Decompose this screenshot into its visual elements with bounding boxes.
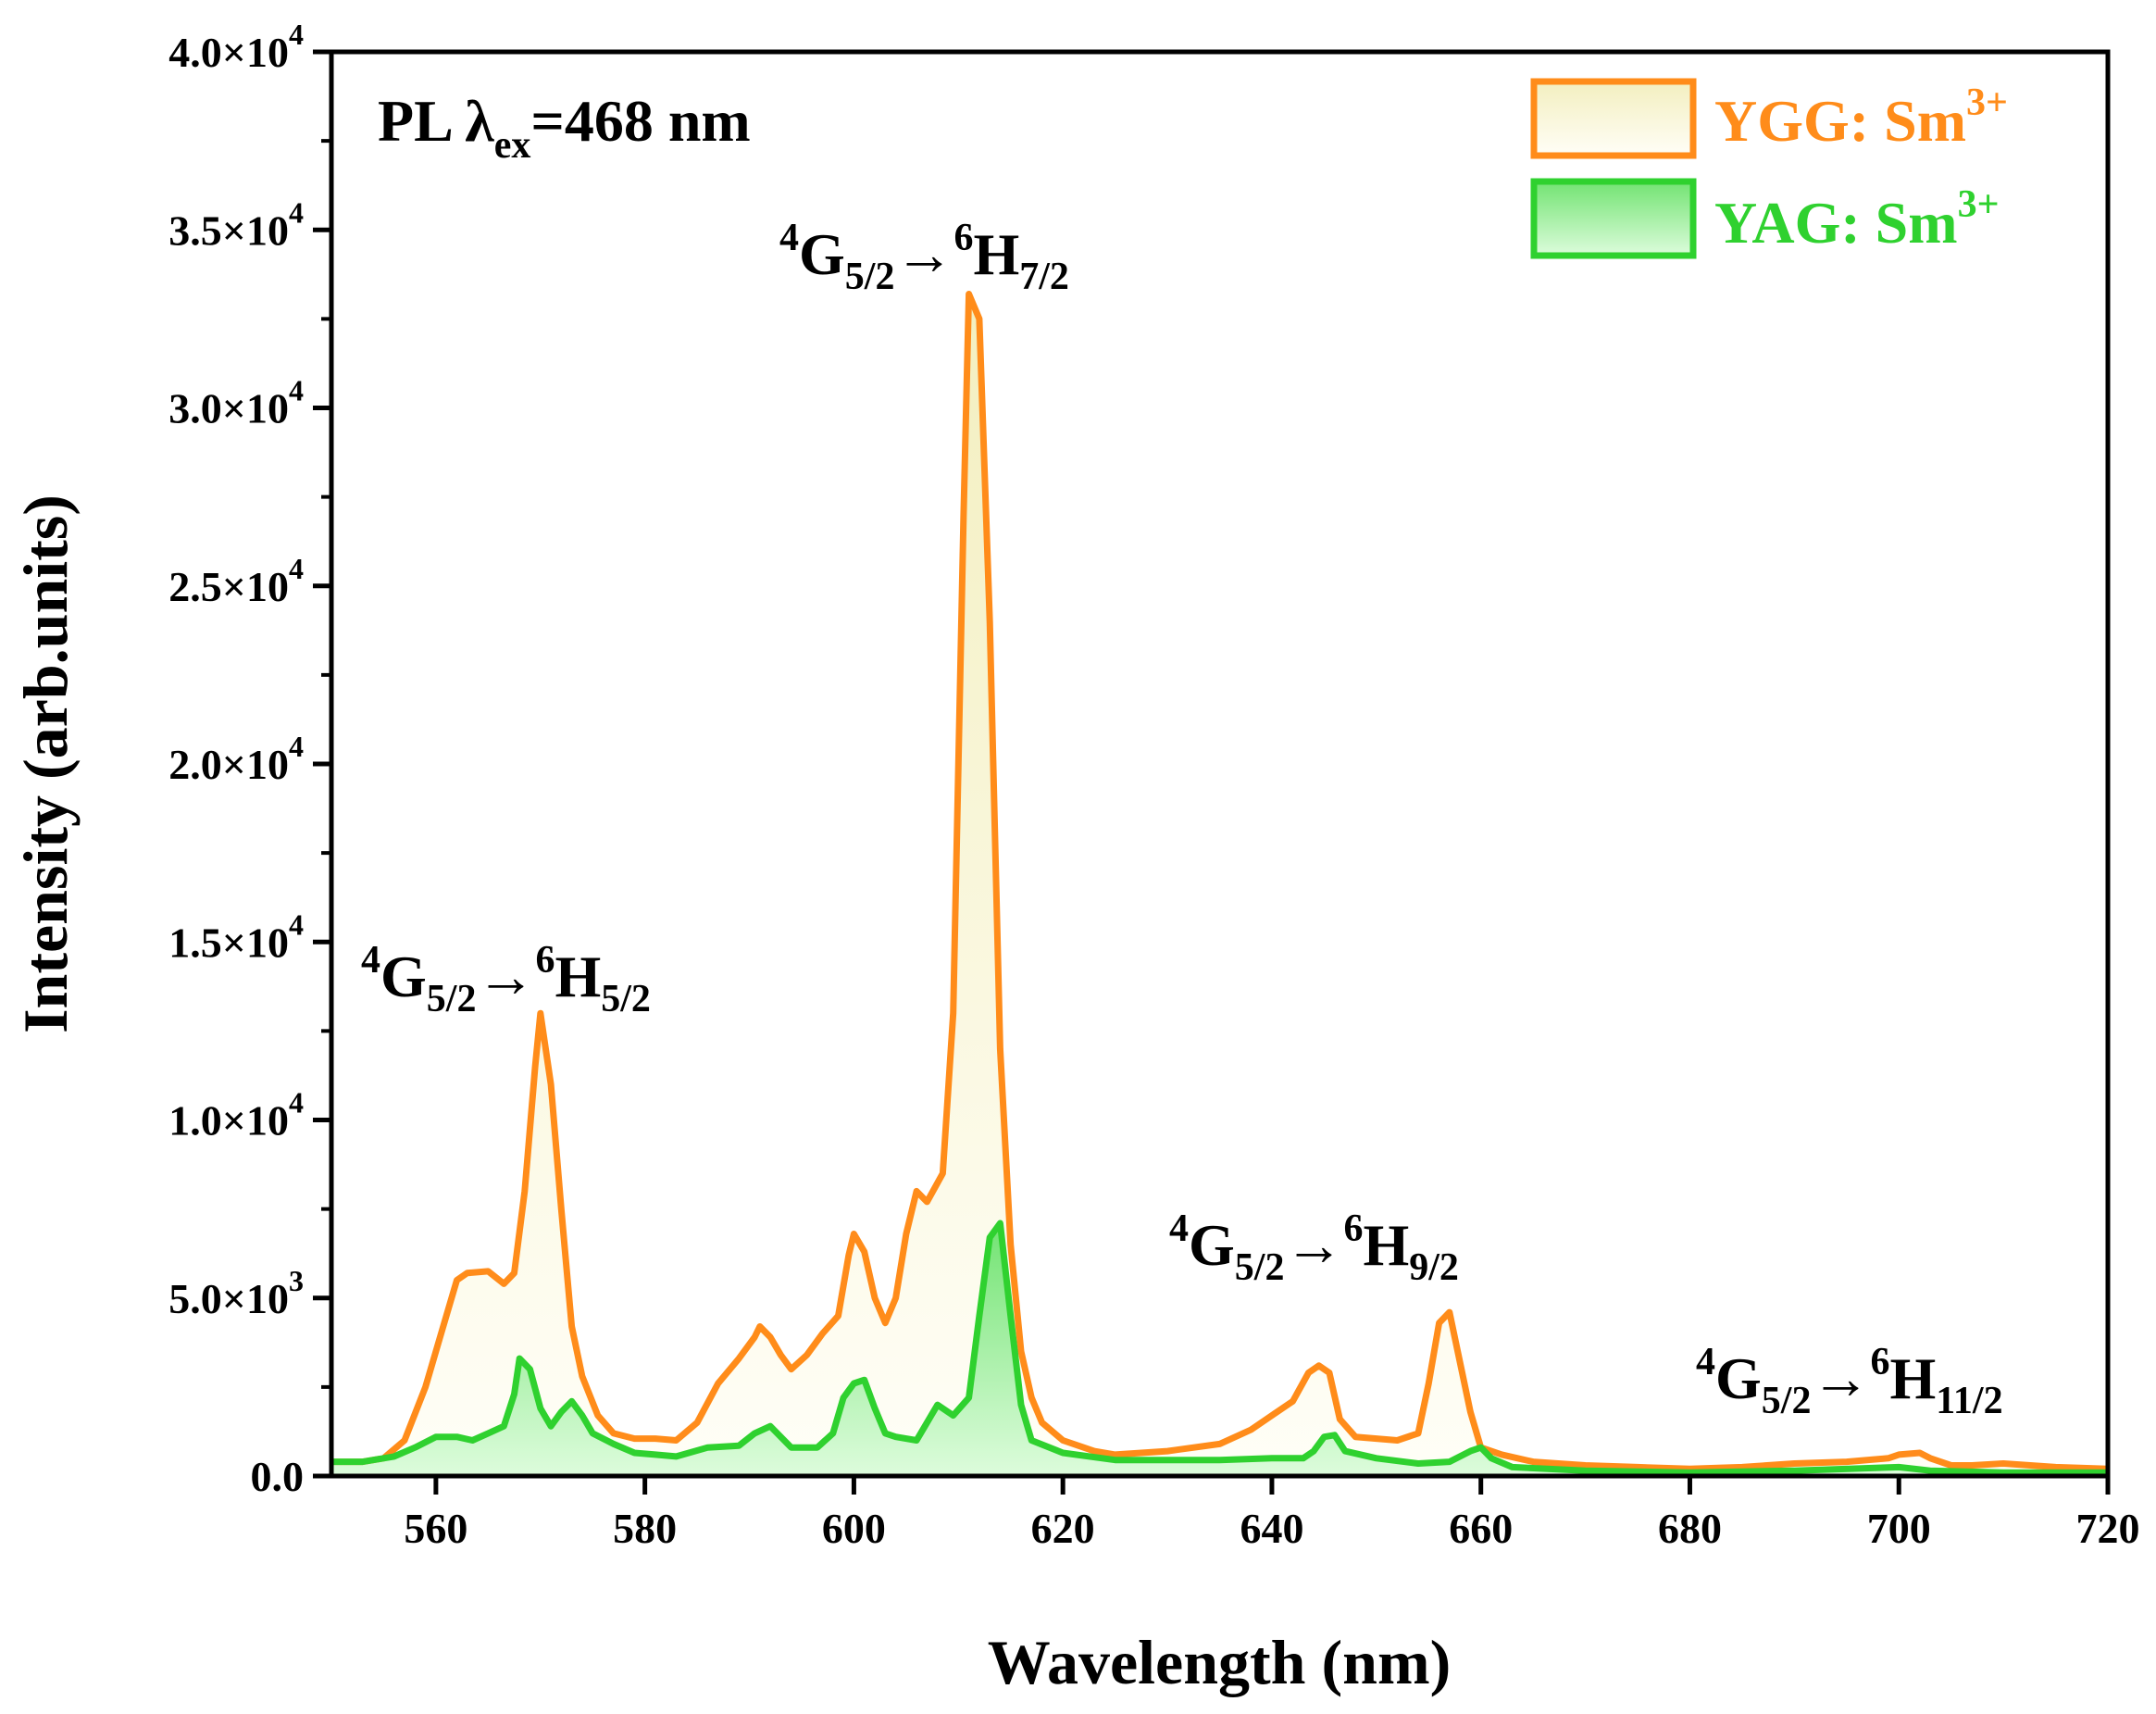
transition-sub2: 7/2	[1019, 256, 1069, 298]
transition-sub1: 5/2	[1762, 1380, 1812, 1422]
transition-arrow: →	[1284, 1212, 1343, 1278]
series-layer	[331, 291, 2108, 1476]
y-tick-label: 2.0×104	[168, 730, 304, 788]
transition-h: H	[1363, 1212, 1409, 1278]
y-tick-mantissa: 3.5×10	[168, 206, 289, 254]
yag-area	[331, 1223, 2108, 1476]
legend-name: YGG: Sm	[1714, 88, 1966, 154]
transition-sub2: 9/2	[1409, 1246, 1459, 1289]
transition-sup2: 6	[535, 939, 555, 982]
transition-g: G	[799, 221, 845, 287]
transition-sub2: 5/2	[601, 978, 651, 1020]
y-tick-exponent: 4	[289, 195, 304, 229]
y-tick-mantissa: 2.5×10	[168, 563, 289, 610]
ygg-area	[331, 294, 2108, 1476]
transition-h: H	[1889, 1345, 1936, 1411]
y-tick-exponent: 4	[289, 907, 304, 941]
legend-label-ygg: YGG: Sm3+	[1714, 81, 2008, 154]
transition-sup1: 4	[1169, 1207, 1189, 1250]
legend-swatch-ygg	[1530, 78, 1697, 159]
transition-h: H	[555, 944, 601, 1009]
transition-h: H	[973, 221, 1019, 287]
y-tick-label: 5.0×103	[168, 1264, 304, 1322]
transition-g: G	[1715, 1345, 1762, 1411]
x-tick-label: 580	[613, 1505, 677, 1552]
transition-sup2: 6	[953, 217, 973, 259]
transition-sub1: 5/2	[1235, 1246, 1285, 1289]
y-tick-mantissa: 4.0×10	[168, 29, 289, 76]
y-tick-mantissa: 2.0×10	[168, 741, 289, 788]
legend-superscript: 3+	[1958, 183, 2000, 226]
legend-label-yag: YAG: Sm3+	[1714, 183, 2000, 256]
transition-label-h52: 4G5/2→6H5/2	[361, 939, 651, 1020]
y-tick-exponent: 4	[289, 374, 304, 407]
x-tick-label: 660	[1449, 1505, 1513, 1552]
transition-sup2: 6	[1870, 1341, 1889, 1383]
y-tick-label: 0.0	[251, 1453, 305, 1500]
y-tick-exponent: 4	[289, 18, 304, 51]
x-tick-label: 720	[2076, 1505, 2140, 1552]
y-tick-mantissa: 3.0×10	[168, 385, 289, 432]
x-tick-label: 600	[822, 1505, 886, 1552]
transition-arrow: →	[476, 944, 535, 1009]
transition-arrow: →	[894, 221, 953, 287]
y-tick-mantissa: 1.0×10	[168, 1097, 289, 1145]
y-tick-exponent: 3	[289, 1264, 304, 1297]
x-tick-label: 680	[1658, 1505, 1722, 1552]
legend-name: YAG: Sm	[1714, 190, 1958, 256]
transition-label-h72: 4G5/2→6H7/2	[779, 217, 1069, 298]
transition-g: G	[380, 944, 427, 1009]
x-axis-ticks: 560 580 600 620 640 660 680 700 720	[404, 1476, 2140, 1552]
yag-line	[331, 1220, 2108, 1476]
legend-superscript: 3+	[1966, 81, 2008, 124]
x-axis-title: Wavelength (nm)	[988, 1627, 1452, 1697]
pl-label: PL λ	[378, 88, 494, 154]
transition-sub1: 5/2	[427, 978, 477, 1020]
y-tick-mantissa: 0.0	[251, 1453, 305, 1500]
pl-subscript: ex	[494, 124, 531, 167]
transition-sup1: 4	[779, 217, 799, 259]
x-tick-label: 620	[1031, 1505, 1095, 1552]
y-tick-label: 4.0×104	[168, 18, 304, 76]
transition-label-h92: 4G5/2→6H9/2	[1169, 1207, 1459, 1289]
transition-sup1: 4	[361, 939, 380, 982]
x-tick-label: 700	[1867, 1505, 1931, 1552]
y-tick-label: 1.0×104	[168, 1086, 304, 1145]
x-tick-label: 560	[404, 1505, 467, 1552]
transition-label-h112: 4G5/2→6H11/2	[1696, 1341, 2003, 1422]
transition-sub2: 11/2	[1936, 1380, 2002, 1422]
y-tick-exponent: 4	[289, 1086, 304, 1120]
y-tick-mantissa: 5.0×10	[168, 1275, 289, 1322]
y-tick-exponent: 4	[289, 730, 304, 763]
transition-sub1: 5/2	[845, 256, 895, 298]
pl-wavelength: =468 nm	[530, 88, 750, 154]
pl-excitation-annotation: PL λex=468 nm	[378, 88, 751, 167]
y-tick-label: 1.5×104	[168, 907, 304, 966]
transition-g: G	[1189, 1212, 1235, 1278]
y-tick-label: 3.5×104	[168, 195, 304, 254]
ygg-line	[331, 291, 2108, 1472]
legend: YGG: Sm3+ YAG: Sm3+	[1530, 78, 2008, 259]
y-axis-title: Intensity (arb.units)	[10, 494, 81, 1033]
transition-sup1: 4	[1696, 1341, 1715, 1383]
y-tick-label: 2.5×104	[168, 552, 304, 610]
transition-sup2: 6	[1343, 1207, 1363, 1250]
y-tick-label: 3.0×104	[168, 374, 304, 432]
y-tick-mantissa: 1.5×10	[168, 919, 289, 966]
x-tick-label: 640	[1240, 1505, 1303, 1552]
y-axis-ticks: 0.05.0×1031.0×1041.5×1042.0×1042.5×1043.…	[168, 18, 331, 1500]
y-tick-exponent: 4	[289, 552, 304, 585]
legend-swatch-yag	[1530, 178, 1697, 259]
transition-arrow: →	[1811, 1345, 1870, 1411]
